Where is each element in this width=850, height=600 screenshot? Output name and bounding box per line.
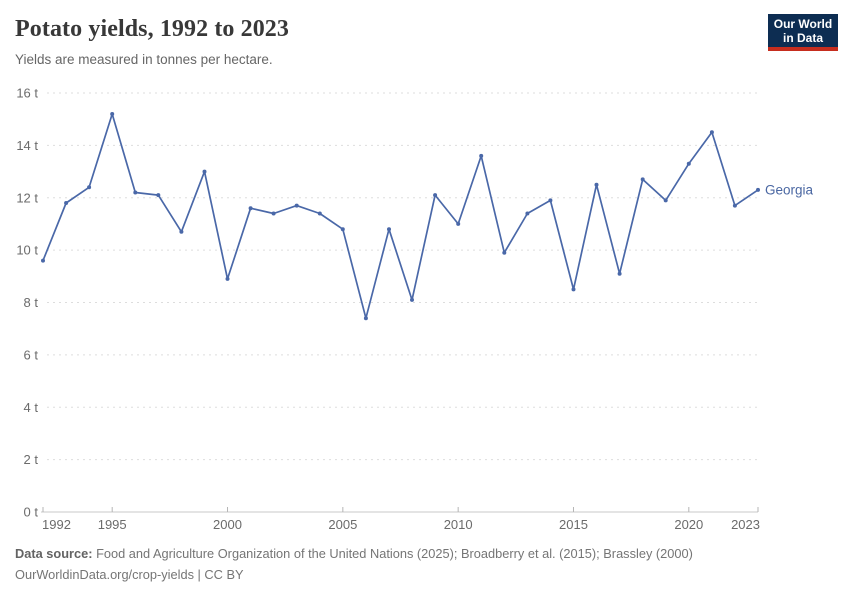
data-point-2016 (594, 182, 599, 187)
y-tick-label: 0 t (24, 505, 39, 520)
y-tick-label: 12 t (16, 190, 38, 205)
line-chart: 0 t 2 t 4 t 6 t 8 t 10 t 12 t 14 t 16 t 1992 1995 2… (0, 80, 850, 545)
series-label-georgia: Georgia (765, 182, 814, 197)
x-tick-label: 2020 (674, 517, 703, 532)
chart-footer: Data source: Food and Agriculture Organi… (15, 543, 795, 585)
data-source-label: Data source: (15, 546, 93, 561)
data-source-text: Food and Agriculture Organization of the… (92, 546, 693, 561)
chart-subtitle: Yields are measured in tonnes per hectar… (15, 52, 273, 67)
data-point-2014 (548, 198, 553, 203)
owid-logo[interactable]: Our World in Data (768, 14, 838, 51)
data-point-2000 (225, 276, 230, 281)
data-point-1996 (133, 190, 138, 195)
y-tick-label: 2 t (24, 452, 39, 467)
y-tick-label: 8 t (24, 295, 39, 310)
data-point-2004 (317, 211, 322, 216)
data-source-line: Data source: Food and Agriculture Organi… (15, 543, 795, 564)
data-point-1995 (110, 112, 115, 116)
data-point-1992 (41, 258, 45, 263)
data-point-1997 (156, 193, 161, 198)
x-tick-label: 1992 (42, 517, 71, 532)
attribution-line: OurWorldinData.org/crop-yields | CC BY (15, 567, 244, 582)
data-point-2020 (686, 161, 691, 166)
data-point-2015 (571, 287, 576, 292)
data-point-2022 (732, 203, 737, 208)
data-point-1993 (64, 201, 69, 205)
x-tick-label: 2000 (213, 517, 242, 532)
data-point-1999 (202, 169, 207, 174)
x-tick-label: 2005 (328, 517, 357, 532)
data-point-2006 (363, 316, 368, 321)
data-point-1998 (179, 229, 184, 234)
y-tick-label: 16 t (16, 86, 38, 101)
x-tick-label: 1995 (98, 517, 127, 532)
y-tick-label: 10 t (16, 243, 38, 258)
data-point-1994 (87, 185, 92, 190)
x-tick-label: 2010 (444, 517, 473, 532)
data-point-2021 (709, 130, 714, 135)
data-point-2007 (387, 227, 391, 232)
y-tick-label: 14 t (16, 138, 38, 153)
data-point-2010 (456, 221, 461, 226)
series-line-georgia (42, 113, 759, 320)
data-point-2008 (410, 297, 414, 302)
data-point-2017 (617, 271, 622, 276)
owid-logo-line2: in Data (782, 31, 823, 45)
data-point-2013 (525, 211, 530, 216)
page-title: Potato yields, 1992 to 2023 (15, 16, 290, 42)
line-chart-svg: 0 t 2 t 4 t 6 t 8 t 10 t 12 t 14 t 16 t 1992 1995 2… (16, 86, 814, 533)
data-point-2003 (294, 203, 299, 208)
owid-logo-line1: Our World (773, 17, 833, 31)
data-point-2005 (340, 227, 345, 232)
data-point-2002 (271, 211, 276, 216)
data-point-2023 (756, 187, 760, 192)
x-tick-label: 2023 (731, 517, 760, 532)
y-tick-label: 6 t (24, 347, 39, 362)
x-tick-label: 2015 (559, 517, 588, 532)
data-point-2019 (663, 198, 668, 203)
data-point-2018 (640, 177, 645, 182)
y-tick-label: 4 t (24, 400, 39, 415)
data-point-2001 (248, 206, 253, 211)
data-point-2011 (479, 153, 484, 158)
data-point-2012 (502, 250, 507, 255)
data-point-2009 (433, 193, 438, 198)
